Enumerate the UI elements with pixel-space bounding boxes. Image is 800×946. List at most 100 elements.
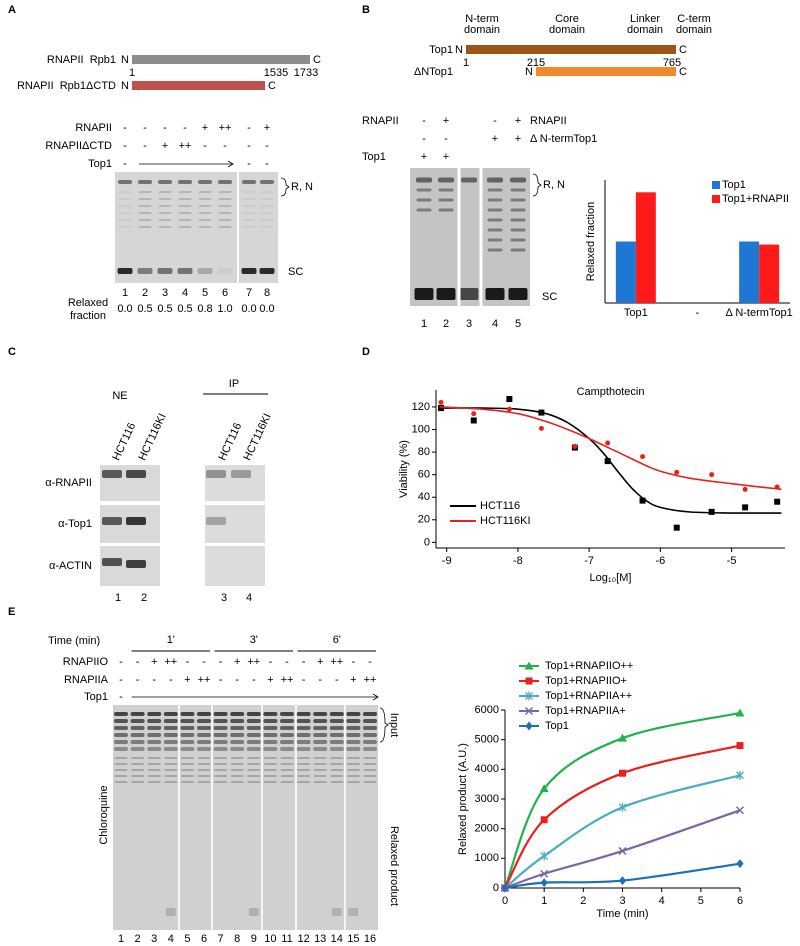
point <box>539 784 549 793</box>
lane-number: 11 <box>281 933 292 945</box>
gel-band <box>363 712 377 716</box>
lane-number: 5 <box>202 287 208 299</box>
gel-band <box>242 212 256 214</box>
point <box>524 661 534 670</box>
sign: - <box>318 674 322 686</box>
line <box>504 744 741 889</box>
gel-band <box>510 218 526 222</box>
construct-name: ΔNTop1 <box>414 66 453 78</box>
panel-label: B <box>362 4 370 16</box>
sign: + <box>492 133 498 145</box>
domain-label: domain <box>464 24 500 36</box>
point <box>540 869 549 878</box>
gel-band <box>114 740 128 744</box>
gel-band <box>158 226 172 228</box>
gel-band <box>147 781 161 783</box>
sign: - <box>352 656 356 668</box>
gel-band <box>487 228 503 232</box>
y-tick-label: 1000 <box>475 852 499 864</box>
point <box>618 802 627 812</box>
sign: + <box>202 122 208 134</box>
gel-band <box>260 198 274 200</box>
gel-band <box>177 268 193 274</box>
gel-band <box>206 470 226 478</box>
condition-label: RNAPIIA <box>64 674 109 686</box>
point <box>619 769 626 777</box>
y-tick-label: 5000 <box>475 734 499 746</box>
gel-band <box>242 198 256 200</box>
gel-band <box>138 212 152 214</box>
gel-band <box>213 740 228 744</box>
gel-band <box>248 908 259 916</box>
gel-band <box>363 757 377 759</box>
gel-band <box>214 769 228 771</box>
point <box>674 469 680 475</box>
gel-band <box>297 775 311 777</box>
gel-band <box>130 747 145 751</box>
gel-band <box>363 763 377 765</box>
gel-band <box>487 248 503 252</box>
gel-band <box>213 726 228 730</box>
sign: - <box>136 674 140 686</box>
relaxed-fraction: 0.5 <box>157 303 172 315</box>
lane-number: 3 <box>221 592 227 604</box>
gel-band <box>329 740 344 744</box>
condition-label: Top1 <box>84 691 108 703</box>
gel <box>115 172 278 283</box>
band-label: SC <box>288 266 303 278</box>
y-tick-label: 4000 <box>475 763 499 775</box>
gel-band <box>242 191 256 193</box>
gel-band <box>164 757 178 759</box>
gel-band <box>330 757 344 759</box>
sign: - <box>219 656 223 668</box>
gel-band <box>260 212 274 214</box>
construct-bar <box>132 55 310 64</box>
y-tick-label: 20 <box>418 514 430 526</box>
x-tick-label: 3 <box>619 895 625 907</box>
gel-band <box>280 719 294 723</box>
gel-band <box>313 719 328 723</box>
gel-band <box>329 733 344 737</box>
gel-band <box>363 726 377 730</box>
gel-band <box>363 781 377 783</box>
point <box>470 417 477 424</box>
gel-band <box>114 726 128 730</box>
arrow-head <box>227 160 234 168</box>
gel-band <box>242 205 256 207</box>
legend-label: Top1 <box>545 720 569 732</box>
band-label: SC <box>542 291 557 303</box>
lane-number: 4 <box>182 287 188 299</box>
gel-band <box>280 712 294 716</box>
legend-label: Top1+RNAPIIO+ <box>545 675 627 687</box>
gel-band <box>416 188 432 192</box>
lane-number: 1 <box>118 933 124 945</box>
relaxed-fraction: 0.0 <box>259 303 274 315</box>
gel-band <box>197 781 211 783</box>
gel-band <box>198 219 212 221</box>
gel-band <box>118 180 132 184</box>
gel-band <box>438 208 454 212</box>
gel-band <box>313 775 327 777</box>
gel-band <box>118 219 132 221</box>
point <box>540 851 549 861</box>
sign: - <box>493 115 497 127</box>
gel-band <box>102 558 122 566</box>
gel-band <box>510 198 526 202</box>
gel-band <box>416 177 432 183</box>
bar <box>739 241 760 303</box>
gel-band <box>213 719 228 723</box>
gel-band <box>438 188 454 192</box>
gel-band <box>263 757 277 759</box>
gel-band <box>180 781 194 783</box>
gel-band <box>230 769 244 771</box>
lane-number: 2 <box>443 318 449 330</box>
lane-number: 3 <box>162 287 168 299</box>
brace <box>532 173 542 197</box>
gel-band <box>178 198 192 200</box>
band-label: R, N <box>291 181 313 193</box>
gel-band <box>313 726 328 730</box>
gel-band <box>280 740 294 744</box>
x-tick-label: -6 <box>655 555 665 567</box>
gel-band <box>313 712 328 716</box>
gel-band <box>263 740 278 744</box>
